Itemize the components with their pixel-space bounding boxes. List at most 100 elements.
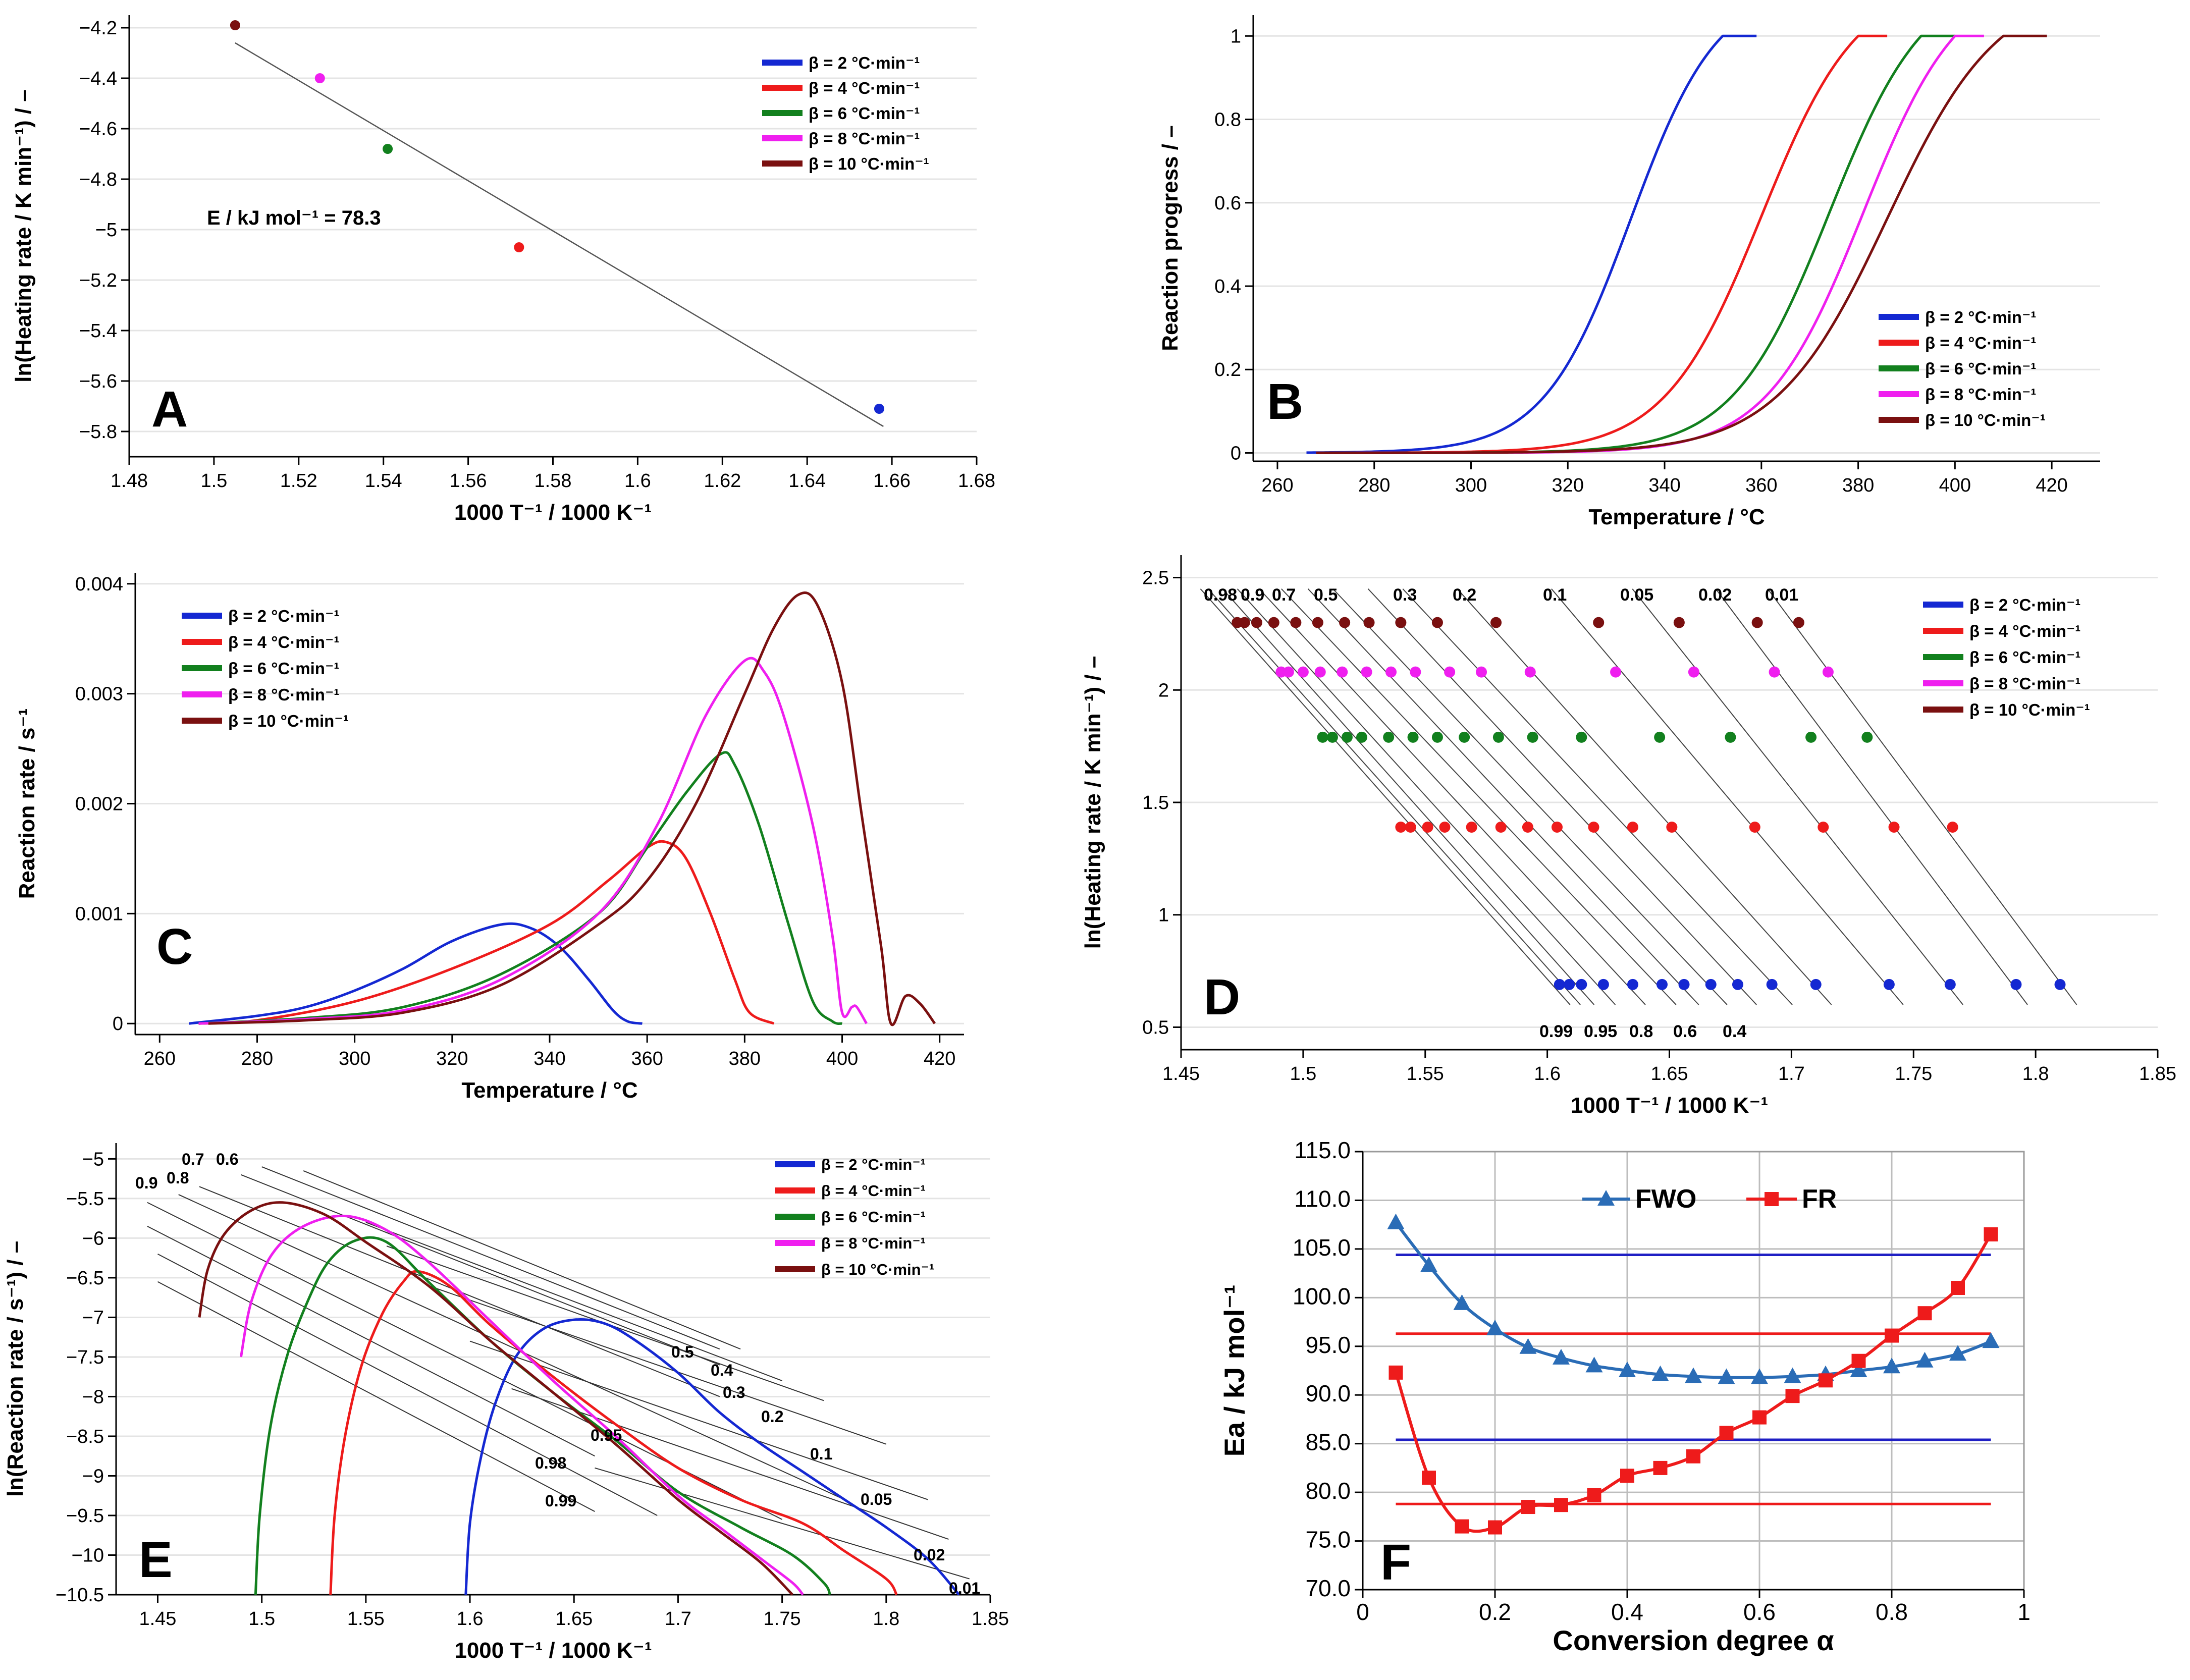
legend: β = 2 °C·min⁻¹ β = 4 °C·min⁻¹ β = 6 °C·min… — [182, 607, 349, 730]
y-tick-label: −5.4 — [79, 320, 117, 342]
activation-energy-label: E / kJ mol⁻¹ = 78.3 — [207, 207, 381, 229]
y-tick-label: 0.6 — [1214, 193, 1241, 214]
data-point — [1297, 666, 1309, 678]
data-point — [1725, 731, 1736, 743]
x-tick-label: 1 — [2017, 1599, 2031, 1625]
data-point — [1769, 666, 1780, 678]
legend-entry: β = 8 °C·min⁻¹ — [821, 1234, 926, 1252]
fr-marker — [1620, 1469, 1634, 1483]
isoconversional-line — [511, 1388, 949, 1540]
y-tick-label: 80.0 — [1305, 1478, 1351, 1504]
alpha-label: 0.2 — [1453, 585, 1476, 605]
data-point — [1666, 822, 1678, 833]
legend-entry: β = 4 °C·min⁻¹ — [1969, 622, 2080, 640]
legend: β = 2 °C·min⁻¹ β = 4 °C·min⁻¹ β = 6 °C·min… — [775, 1156, 934, 1278]
y-tick-label: −7.5 — [66, 1347, 104, 1368]
y-axis-title: Reaction progress / – — [1158, 125, 1183, 351]
reaction-rate-curve — [188, 922, 643, 1025]
alpha-label: 0.8 — [167, 1169, 189, 1187]
legend-entry: β = 6 °C·min⁻¹ — [1969, 648, 2080, 667]
data-point — [1527, 731, 1538, 743]
y-tick-label: 0 — [113, 1013, 123, 1035]
alpha-label: 0.9 — [1241, 585, 1264, 605]
legend-entry: β = 4 °C·min⁻¹ — [1925, 334, 2036, 352]
isoconversional-line — [1307, 588, 1699, 1005]
data-point — [1883, 979, 1895, 990]
data-point — [1732, 979, 1743, 990]
ln-rate-curve — [239, 1214, 804, 1596]
legend-entry: FWO — [1635, 1184, 1696, 1214]
ln-rate-curve — [198, 1201, 793, 1596]
data-point — [1588, 822, 1599, 833]
data-point — [1339, 617, 1351, 628]
data-point — [1383, 731, 1395, 743]
data-point — [1576, 731, 1587, 743]
data-point — [1337, 666, 1348, 678]
fwo-marker — [1982, 1332, 2000, 1348]
panel-letter: D — [1204, 969, 1240, 1025]
fr-marker — [1917, 1306, 1932, 1321]
panel-D: 1.45 1.5 1.55 1.6 1.65 1.7 1.75 1.8 1.85 0.5 1 1.5 2… — [1081, 555, 2176, 1118]
data-point — [1705, 979, 1717, 990]
x-tick-label: 260 — [1261, 475, 1293, 496]
data-point — [1627, 979, 1638, 990]
reaction-progress-curve — [1316, 34, 1984, 454]
alpha-label: 0.6 — [216, 1150, 238, 1168]
data-point — [1439, 822, 1451, 833]
x-tick-label: 1.48 — [111, 470, 148, 492]
data-point — [1944, 979, 1956, 990]
x-tick-label: 1.68 — [958, 470, 995, 492]
data-point — [1385, 666, 1397, 678]
x-tick-label: 1.85 — [2139, 1063, 2176, 1085]
x-axis-title: 1000 T⁻¹ / 1000 K⁻¹ — [1571, 1093, 1768, 1118]
x-tick-label: 1.55 — [347, 1608, 385, 1630]
x-tick-label: 400 — [1939, 475, 1971, 496]
legend-entry: β = 10 °C·min⁻¹ — [821, 1261, 934, 1278]
data-point — [1564, 979, 1575, 990]
reaction-progress-curve — [1316, 34, 1888, 454]
x-tick-label: 0.6 — [1743, 1599, 1776, 1625]
legend-marker — [1597, 1190, 1615, 1206]
legend-entry: β = 6 °C·min⁻¹ — [821, 1208, 926, 1226]
legend-entry: β = 2 °C·min⁻¹ — [1925, 308, 2036, 327]
y-tick-label: 115.0 — [1294, 1137, 1351, 1163]
fwo-marker — [1553, 1348, 1570, 1365]
legend-entry: β = 6 °C·min⁻¹ — [809, 104, 920, 123]
isoconversional-line — [595, 1467, 970, 1580]
legend-entry: β = 4 °C·min⁻¹ — [809, 79, 920, 97]
fr-marker — [1521, 1500, 1535, 1514]
data-point — [1495, 822, 1507, 833]
x-axis-title: 1000 T⁻¹ / 1000 K⁻¹ — [454, 500, 652, 525]
data-point — [1673, 617, 1685, 628]
isoconversional-line — [1551, 588, 1904, 1005]
alpha-label: 0.99 — [545, 1492, 576, 1510]
data-point — [514, 242, 524, 252]
alpha-label: 0.01 — [1765, 585, 1798, 605]
data-point — [1251, 617, 1262, 628]
x-tick-label: 420 — [2036, 475, 2067, 496]
x-tick-label: 1.45 — [1162, 1063, 1200, 1085]
fr-marker — [1819, 1373, 1833, 1388]
data-point — [1361, 666, 1372, 678]
x-tick-label: 0.4 — [1611, 1599, 1643, 1625]
data-point — [1524, 666, 1536, 678]
alpha-label: 0.99 — [1539, 1022, 1573, 1041]
data-point — [230, 20, 240, 30]
y-tick-label: 1 — [1158, 905, 1169, 926]
data-point — [1407, 731, 1419, 743]
y-tick-label: 0 — [1231, 443, 1241, 464]
data-point — [1522, 822, 1533, 833]
data-point — [1283, 666, 1294, 678]
fwo-marker — [1420, 1256, 1437, 1272]
x-tick-label: 0.2 — [1479, 1599, 1511, 1625]
legend-entry: FR — [1802, 1184, 1837, 1214]
fwo-marker — [1784, 1367, 1801, 1383]
isoconversional-line — [1259, 588, 1646, 1005]
alpha-label: 0.6 — [1673, 1022, 1697, 1041]
alpha-label: 0.01 — [949, 1579, 980, 1597]
isoconversional-line — [1237, 588, 1616, 1005]
data-point — [1459, 731, 1470, 743]
x-tick-label: 340 — [1648, 475, 1680, 496]
alpha-label: 0.4 — [1723, 1022, 1746, 1041]
y-tick-label: 85.0 — [1305, 1429, 1351, 1455]
